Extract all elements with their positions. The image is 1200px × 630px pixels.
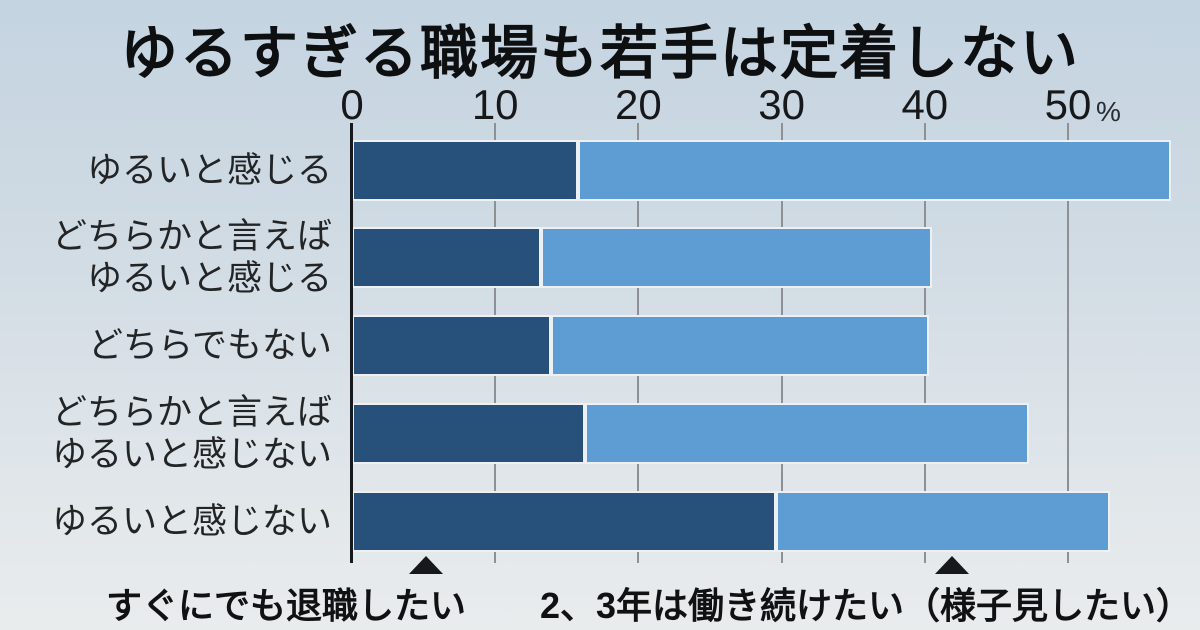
bar-segment-row3-series2 [551, 315, 930, 376]
x-tick-label-50: 50 [1044, 81, 1092, 128]
bar-segment-row4-series2 [585, 403, 1030, 464]
gridline-50 [1067, 123, 1069, 563]
triangle-marker-2-icon [935, 556, 969, 574]
x-tick-label-0: 0 [340, 81, 364, 128]
triangle-marker-1-icon [409, 556, 444, 574]
x-tick-label-40: 40 [901, 81, 949, 128]
legend-immediate-quit-label: すぐにでも退職したい [106, 585, 467, 626]
bar-segment-row1-series2 [578, 140, 1172, 201]
axis-unit-label: % [1096, 96, 1121, 127]
bar-segment-row5-series1 [352, 491, 776, 552]
category-label-row3: どちらでもない [88, 325, 332, 365]
x-axis-zero-line [350, 123, 353, 563]
x-tick-label-30: 30 [758, 81, 805, 128]
bar-segment-row2-series1 [352, 227, 542, 288]
bar-segment-row4-series1 [352, 403, 586, 464]
legend-continue-2-3-years-label: 2、3年は働き続けたい（様子見したい） [540, 585, 1193, 626]
category-label-row5: ゆるいと感じない [51, 501, 332, 541]
bar-segment-row5-series2 [775, 491, 1110, 552]
category-label-row4: どちらかと言えば ゆるいと感じない [51, 392, 332, 474]
bar-segment-row2-series2 [541, 227, 932, 288]
bar-segment-row1-series1 [352, 140, 579, 201]
x-tick-label-10: 10 [471, 81, 519, 128]
category-label-row2: どちらかと言えば ゆるいと感じる [51, 216, 332, 298]
x-tick-label-20: 20 [615, 81, 662, 128]
chart-title: ゆるすぎる職場も若手は定着しない [119, 21, 1080, 86]
category-label-row1: ゆるいと感じる [86, 150, 332, 190]
bar-segment-row3-series1 [352, 315, 552, 376]
